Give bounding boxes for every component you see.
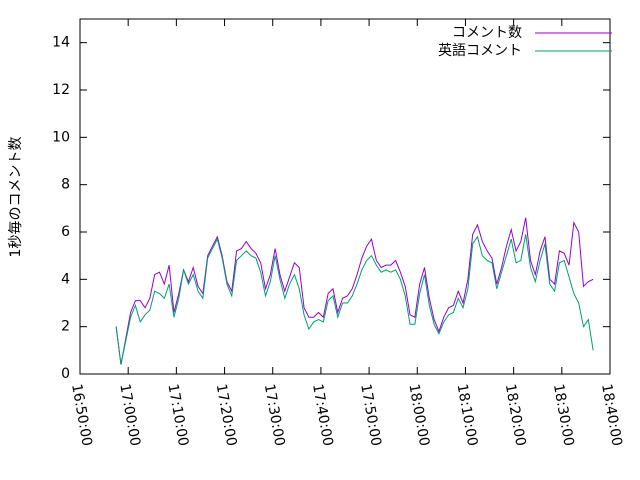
x-tick-label: 18:00:00 [405, 383, 432, 448]
x-tick-label: 17:40:00 [309, 383, 336, 448]
y-tick-label: 2 [61, 319, 70, 335]
x-tick-label: 17:00:00 [116, 383, 143, 448]
series-line [115, 217, 594, 365]
x-tick-label: 18:30:00 [550, 383, 577, 448]
x-tick-label: 17:50:00 [357, 383, 384, 448]
y-tick-label: 0 [61, 366, 70, 382]
x-tick-label: 17:20:00 [213, 383, 240, 448]
x-tick-label: 17:10:00 [164, 383, 191, 448]
y-tick-label: 14 [52, 35, 70, 51]
plot-border [79, 18, 611, 375]
legend-label: コメント数 [452, 25, 522, 41]
y-tick-label: 6 [61, 224, 70, 240]
x-tick-label: 18:20:00 [502, 383, 529, 448]
y-tick-label: 4 [61, 271, 70, 287]
x-tick-label: 18:40:00 [598, 383, 625, 448]
x-tick-label: 17:30:00 [261, 383, 288, 448]
legend-label: 英語コメント [438, 42, 522, 59]
y-axis-label: 1秒毎のコメント数 [8, 137, 24, 258]
y-tick-label: 8 [61, 177, 70, 193]
series-line [115, 234, 594, 365]
x-tick-label: 18:10:00 [454, 383, 481, 448]
x-tick-label: 16:50:00 [68, 383, 95, 448]
y-tick-label: 12 [52, 82, 70, 98]
y-tick-label: 10 [52, 129, 70, 145]
